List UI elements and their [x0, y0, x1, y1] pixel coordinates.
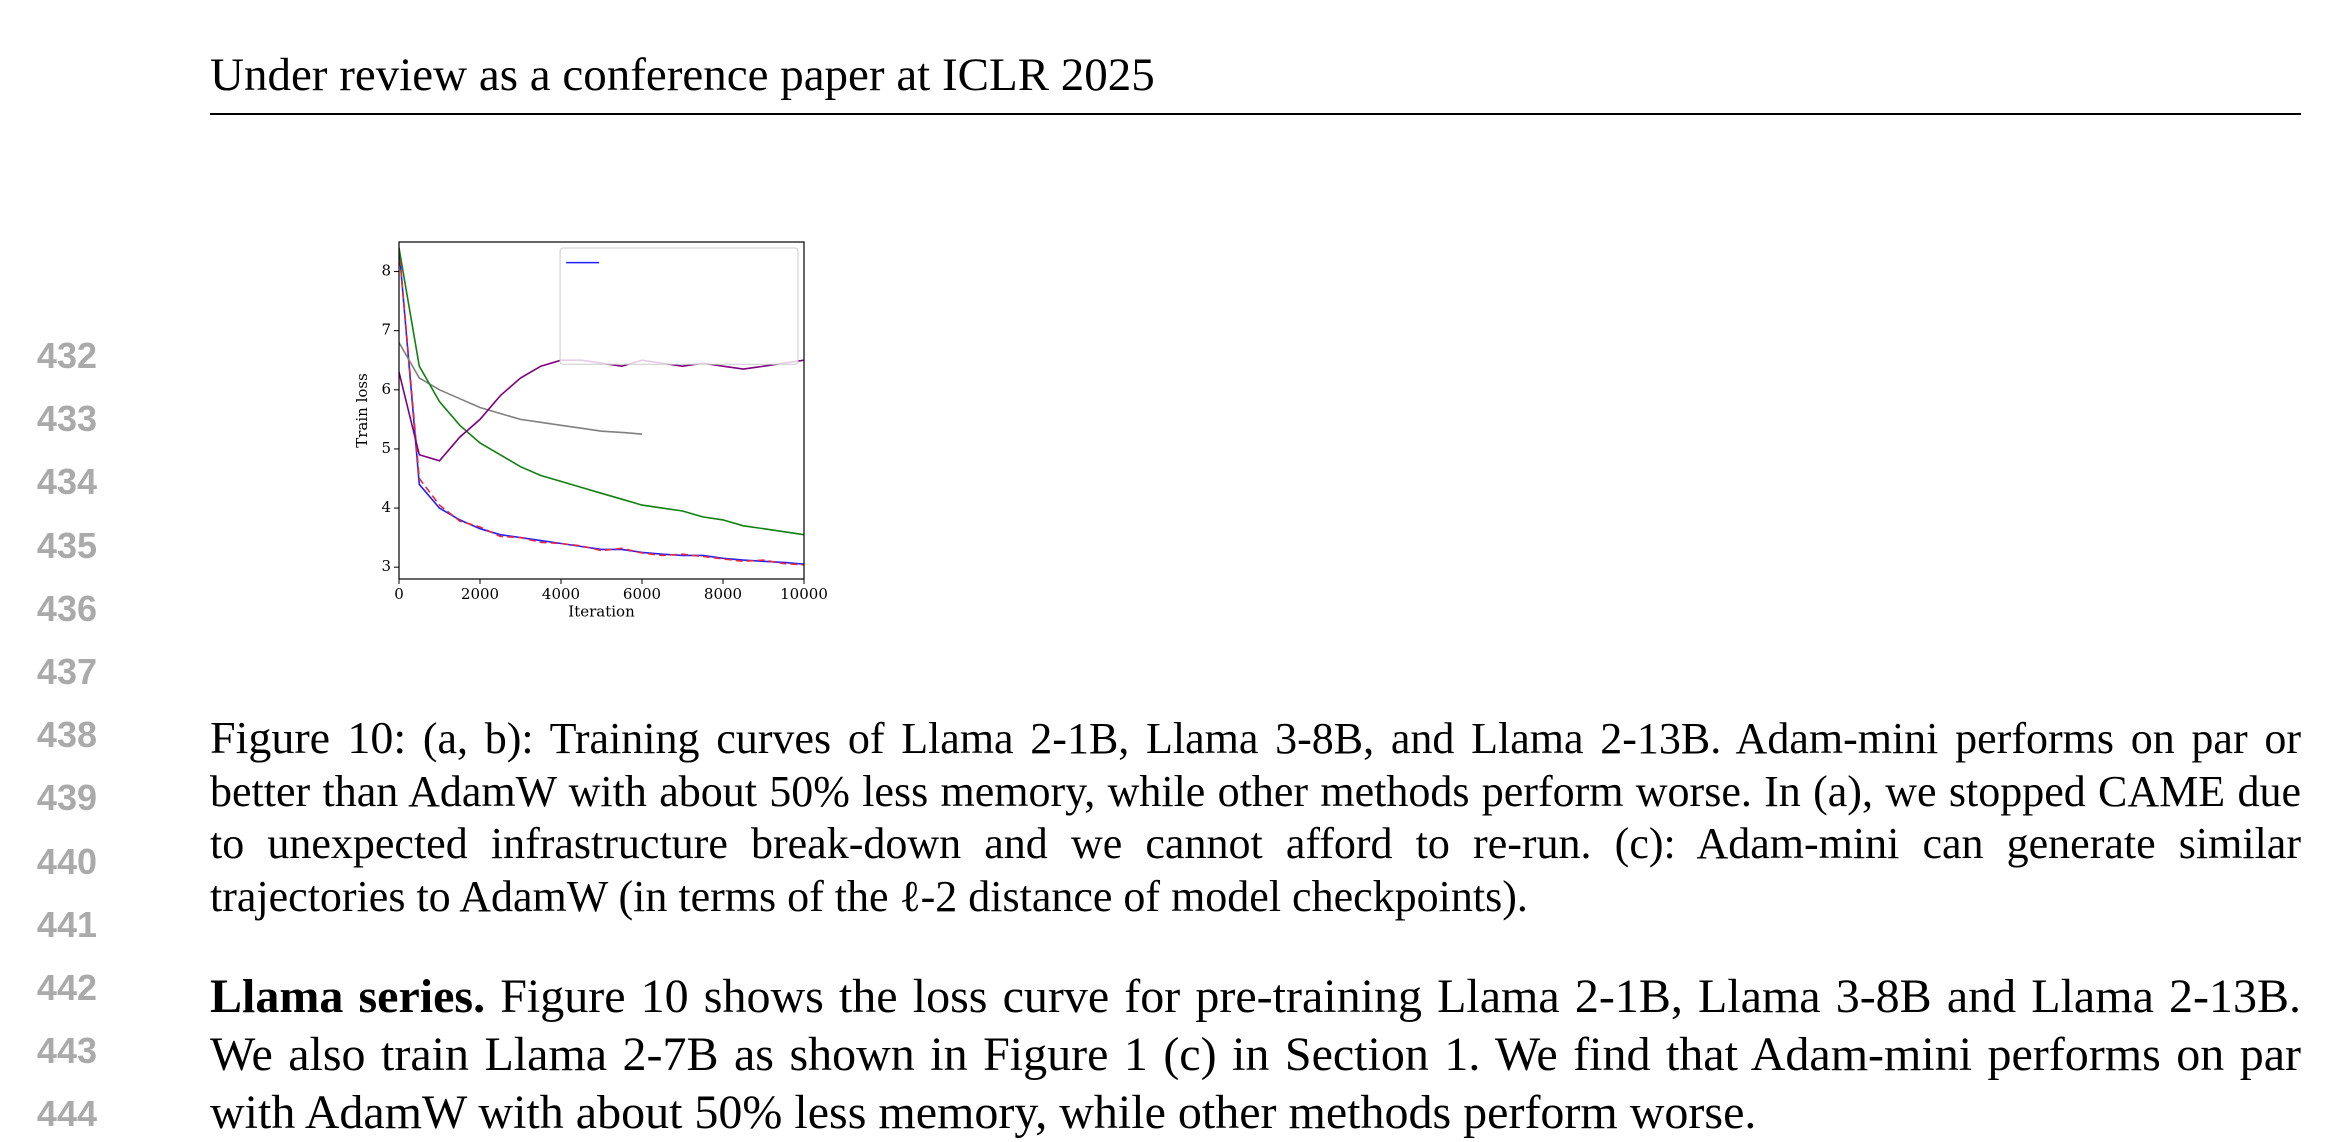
x-tick-label: 10000: [780, 585, 828, 603]
x-axis-label: Iteration: [568, 603, 635, 621]
line-number: 440: [36, 840, 97, 882]
x-tick-label: 6000: [623, 585, 661, 603]
caption-label: Figure 10:: [210, 712, 407, 763]
y-tick-label: 3: [381, 557, 391, 575]
series-line: [399, 247, 804, 566]
line-number: 439: [36, 777, 97, 819]
line-number: 443: [36, 1030, 97, 1072]
y-tick-label: 4: [381, 498, 391, 516]
y-tick-label: 6: [381, 380, 391, 398]
line-number: 442: [36, 967, 97, 1008]
paragraph-text: Figure 10 shows the loss curve for pre-t…: [210, 970, 2301, 1139]
line-number: 437: [36, 651, 97, 692]
y-tick-label: 7: [381, 321, 391, 339]
plot-frame: [398, 241, 805, 580]
line-number: 435: [36, 524, 97, 566]
line-number: 436: [36, 587, 97, 629]
line-number: 444: [36, 1093, 97, 1135]
x-tick-label: 0: [394, 585, 404, 603]
y-axis-label: Train loss: [353, 373, 371, 448]
legend-box: [559, 247, 799, 365]
y-tick-label: 8: [381, 262, 391, 280]
x-tick-label: 4000: [542, 585, 580, 603]
x-tick-label: 8000: [704, 585, 742, 603]
line-number: 441: [36, 903, 97, 945]
y-tick-label: 5: [381, 439, 391, 457]
line-number: 432: [36, 335, 97, 376]
header-title: Under review as a conference paper at IC…: [210, 49, 1155, 101]
line-number: 438: [36, 714, 97, 756]
line-number: 434: [36, 461, 97, 503]
caption-text: (a, b): Training curves of Llama 2-1B, L…: [210, 714, 2301, 921]
x-tick-label: 2000: [461, 585, 499, 603]
paragraph: Llama series. Figure 10 shows the loss c…: [210, 968, 2301, 1142]
chart: 3 4 5 6 7 8 0 2000 4000 6000 8000 10000 Iteration Tra…: [353, 241, 828, 621]
figure-caption: Figure 10: (a, b): Training curves of Ll…: [210, 712, 2301, 923]
series-line: [399, 359, 804, 462]
series-line: [399, 342, 643, 435]
paragraph-heading: Llama series.: [210, 970, 486, 1023]
line-number: 433: [36, 398, 97, 440]
